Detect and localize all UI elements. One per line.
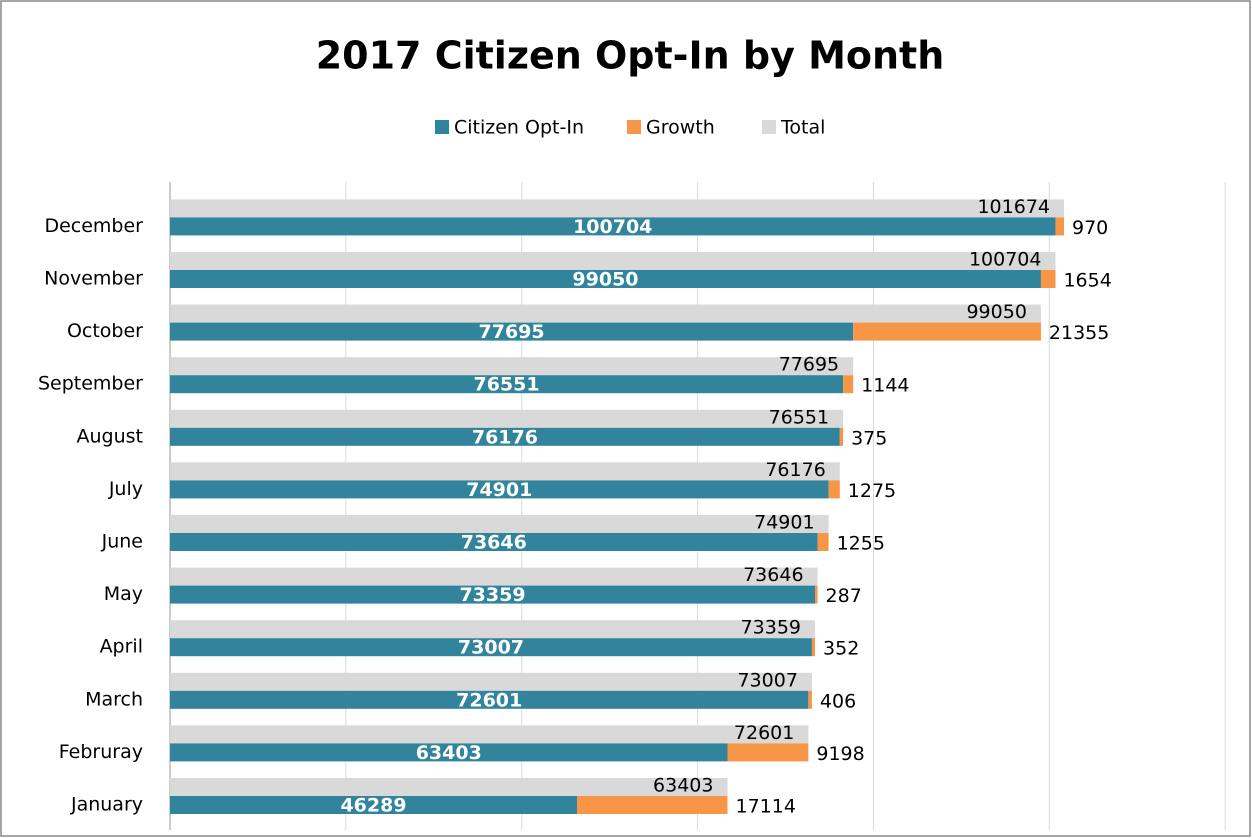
bar-growth: [1055, 217, 1064, 236]
data-label: 99050: [966, 301, 1026, 323]
bar-opt-in: [170, 743, 728, 762]
data-label: 99050: [572, 269, 638, 291]
bar-opt-in: [170, 270, 1041, 288]
chart-title: 2017 Citizen Opt-In by Month: [316, 34, 945, 78]
bar-opt-in: [170, 322, 854, 341]
y-tick-label: September: [38, 373, 143, 395]
y-tick-label: March: [85, 688, 143, 710]
data-label: 76551: [473, 374, 539, 396]
data-label: 72601: [456, 689, 522, 711]
data-label: 63403: [653, 775, 713, 797]
y-tick-label: October: [67, 320, 143, 342]
bar-total: [170, 199, 1064, 218]
bar-opt-in: [170, 533, 818, 551]
bar-opt-in: [170, 585, 816, 604]
y-tick-label: November: [44, 268, 143, 290]
data-label: 77695: [479, 321, 545, 343]
data-label: 1654: [1063, 270, 1111, 292]
data-label: 406: [820, 690, 856, 712]
y-tick-label: May: [104, 583, 143, 605]
y-tick-label: April: [100, 636, 143, 658]
data-label: 74901: [466, 479, 532, 501]
data-label: 63403: [416, 742, 482, 764]
data-label: 74901: [754, 512, 814, 534]
data-label: 9198: [816, 743, 864, 765]
bar-opt-in: [170, 427, 840, 446]
bar-growth: [839, 427, 844, 446]
y-tick-label: July: [108, 478, 143, 500]
legend-label: Growth: [646, 117, 715, 139]
data-label: 76176: [765, 459, 825, 481]
bar-total: [170, 409, 844, 428]
legend-swatch: [762, 120, 776, 134]
bar-total: [170, 357, 854, 376]
bar-total: [170, 567, 818, 586]
legend-swatch: [627, 120, 641, 134]
data-label: 73007: [737, 669, 797, 691]
data-label: 76176: [472, 426, 538, 448]
data-label: 1275: [848, 480, 896, 502]
bar-total: [170, 462, 840, 481]
bar-growth: [727, 743, 809, 762]
bar-opt-in: [170, 217, 1056, 236]
data-label: 352: [823, 638, 859, 660]
bar-growth: [815, 585, 818, 604]
bar-total: [170, 672, 812, 691]
data-label: 1255: [837, 533, 885, 555]
data-label: 100704: [969, 249, 1042, 271]
data-label: 375: [851, 427, 887, 449]
data-label: 72601: [734, 722, 794, 744]
bar-growth: [577, 796, 728, 814]
legend-swatch: [435, 120, 449, 134]
data-label: 17114: [735, 796, 795, 818]
data-label: 73359: [459, 584, 525, 606]
data-label: 73359: [741, 617, 801, 639]
y-tick-label: Februray: [59, 741, 143, 763]
bar-opt-in: [170, 375, 844, 394]
bar-growth: [808, 690, 812, 709]
data-label: 287: [826, 585, 862, 607]
legend-label: Total: [780, 117, 825, 139]
data-label: 970: [1072, 217, 1108, 239]
bar-total: [170, 725, 809, 744]
y-tick-label: January: [70, 794, 143, 816]
data-label: 73646: [743, 564, 803, 586]
data-label: 73007: [458, 637, 524, 659]
data-label: 1144: [861, 375, 909, 397]
bar-growth: [853, 322, 1041, 341]
data-label: 73646: [461, 532, 527, 554]
data-label: 46289: [340, 795, 406, 817]
bar-growth: [1040, 270, 1056, 288]
y-tick-label: June: [101, 531, 143, 553]
y-tick-label: August: [77, 425, 144, 447]
y-tick-label: December: [44, 215, 143, 237]
bar-opt-in: [170, 796, 578, 814]
legend-label: Citizen Opt-In: [454, 117, 584, 139]
bar-opt-in: [170, 480, 829, 499]
data-label: 21355: [1049, 322, 1109, 344]
data-label: 100704: [573, 216, 652, 238]
bar-growth: [828, 480, 840, 499]
bar-growth: [817, 533, 829, 551]
bar-total: [170, 252, 1056, 270]
bar-total: [170, 778, 728, 796]
data-label: 76551: [769, 406, 829, 428]
bar-total: [170, 304, 1041, 323]
bar-growth: [811, 638, 816, 657]
bar-opt-in: [170, 638, 812, 657]
bar-growth: [843, 375, 854, 394]
bar-opt-in: [170, 690, 809, 709]
bar-total: [170, 515, 829, 533]
data-label: 101674: [977, 196, 1050, 218]
bar-total: [170, 620, 816, 639]
data-label: 77695: [779, 354, 839, 376]
